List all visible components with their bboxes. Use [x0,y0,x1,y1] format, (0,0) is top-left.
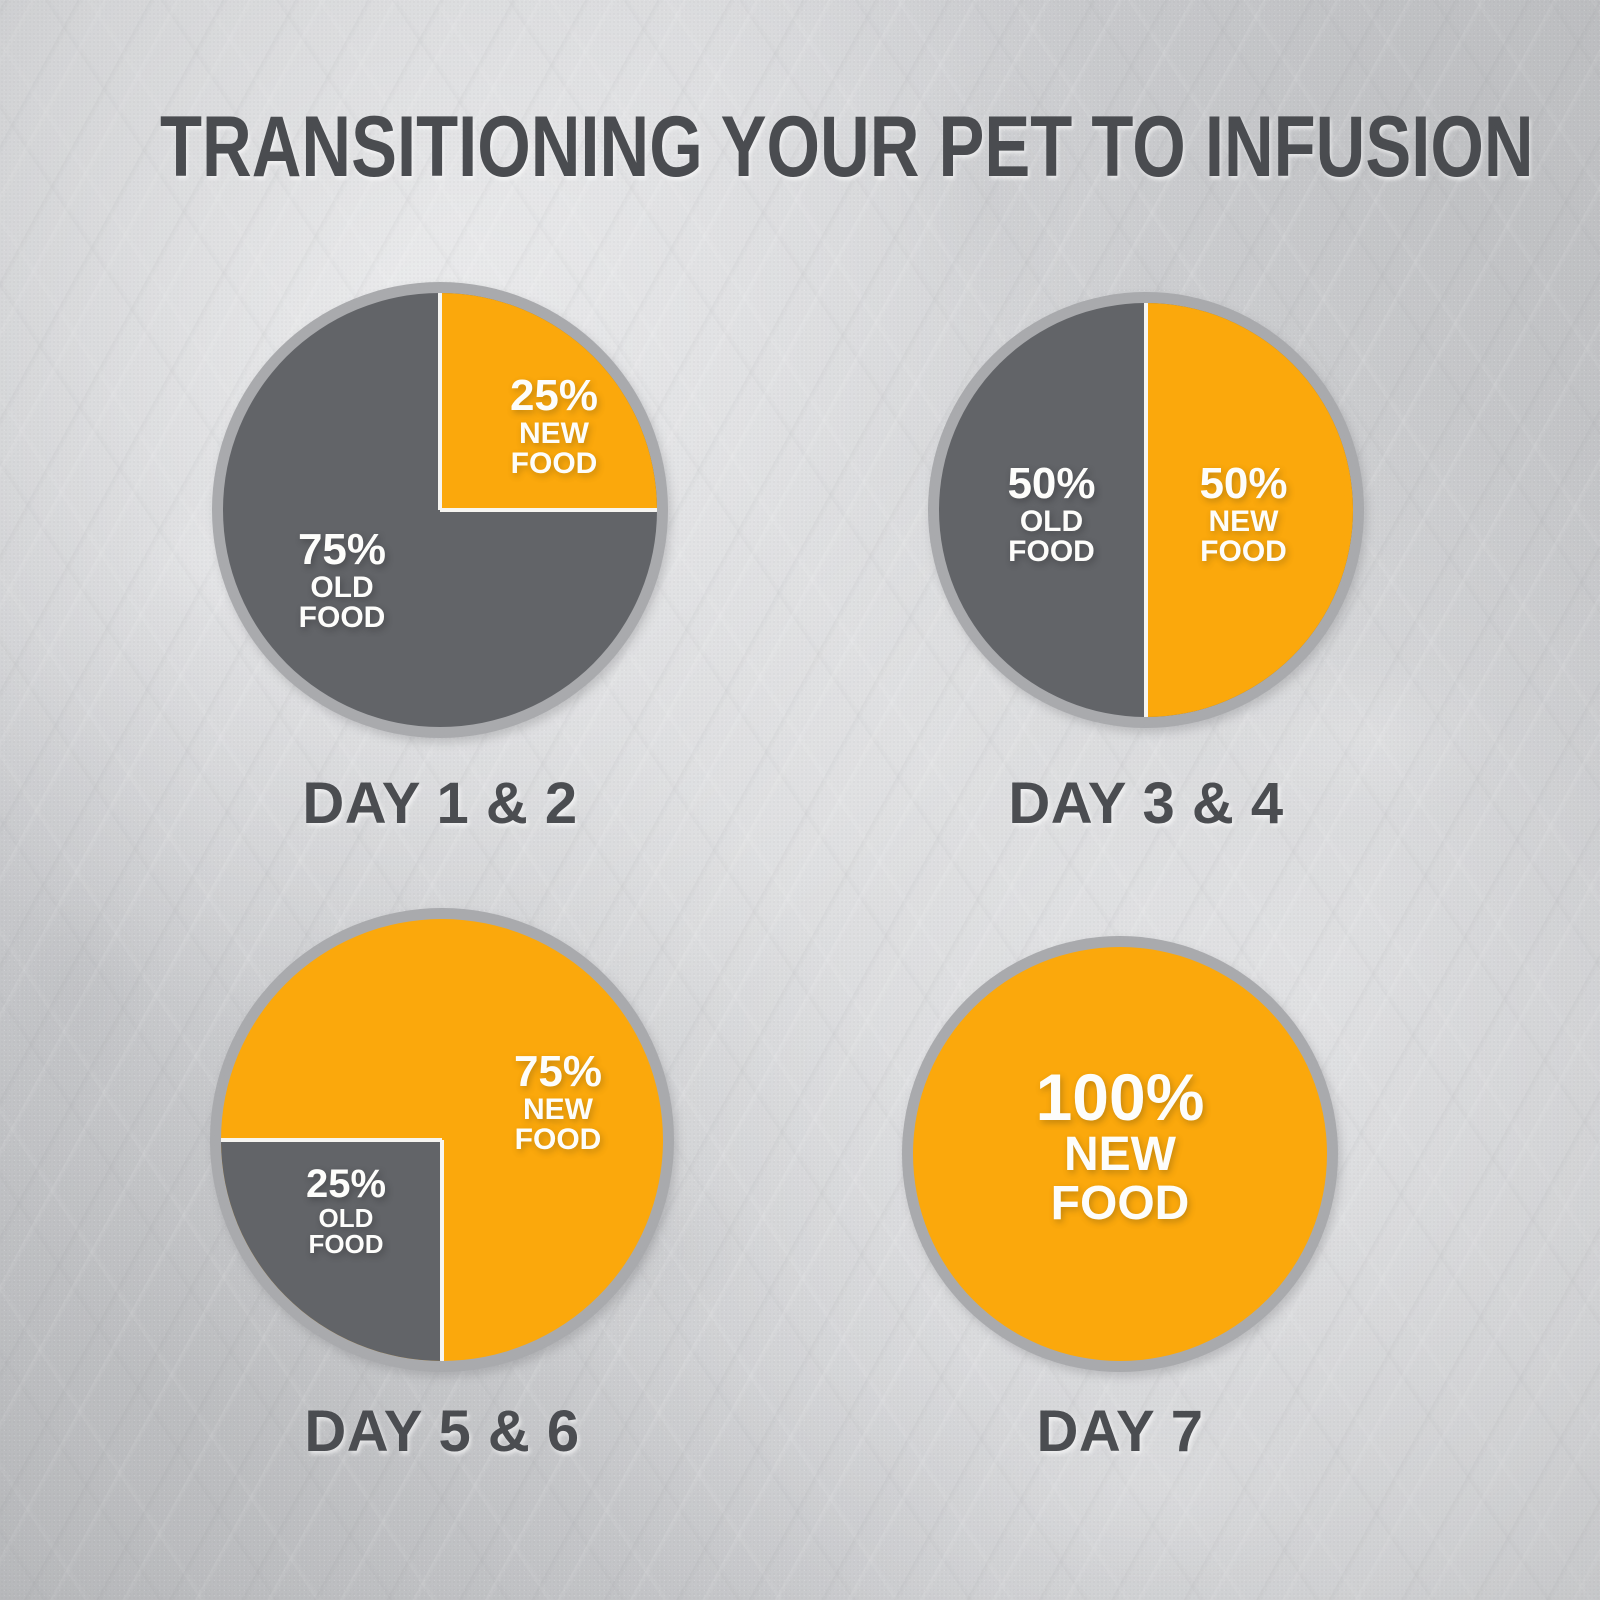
pie-label-old-percent: 25% [305,1162,387,1206]
pie-chart-day-5-6: 75% NEW FOOD 25% OLD FOOD [210,908,674,1372]
pie-label-old-food: 50% OLD FOOD [964,459,1139,569]
pie-label-new-food: 100% NEW FOOD [990,1060,1250,1231]
pie-chart-day-1-2: 25% NEW FOOD 75% OLD FOOD [212,282,668,738]
pie-label-new-line2: FOOD [1050,1177,1190,1231]
pie-separator-horizontal [221,1138,442,1142]
pie-label-new-food: 50% NEW FOOD [1156,459,1331,569]
pie-disc [221,919,663,1361]
page-title: TRANSITIONING YOUR PET TO INFUSION [160,99,1534,195]
pie-chart-day-3-4: 50% NEW FOOD 50% OLD FOOD [928,292,1364,728]
pie-label-new-food: 75% NEW FOOD [468,1047,648,1157]
pie-separator-vertical [440,1140,444,1361]
pie-label-old-line1: OLD [318,1202,374,1233]
pie-label-old-line1: OLD [310,570,374,604]
pie-label-new-line1: NEW [1064,1128,1176,1182]
pie-label-new-line1: NEW [1208,504,1279,538]
pie-label-old-food: 75% OLD FOOD [252,525,432,635]
pie-slice-old-food [221,1140,442,1361]
pie-slice-new-food [1146,303,1353,717]
pie-label-new-percent: 25% [509,371,599,420]
pie-chart-day-7: 100% NEW FOOD [902,936,1338,1372]
pie-label-old-line2: FOOD [308,1229,384,1260]
pie-label-new-percent: 75% [513,1047,603,1096]
caption-day-1-2: DAY 1 & 2 [302,771,578,836]
pie-slice-new-food [440,293,657,510]
pie-label-old-food: 25% OLD FOOD [266,1164,426,1258]
pie-label-new-line2: FOOD [1200,535,1287,569]
pie-label-new-line2: FOOD [510,447,598,481]
pie-separator-horizontal [440,508,657,512]
pie-separator-vertical [1144,303,1148,717]
caption-day-7: DAY 7 [1036,1399,1204,1464]
pie-label-new-percent: 100% [1035,1060,1205,1134]
pie-label-old-percent: 50% [1007,459,1096,508]
pie-label-new-line1: NEW [519,416,589,450]
pie-label-old-line2: FOOD [1008,535,1095,569]
pie-label-old-line2: FOOD [298,601,386,635]
pie-label-new-line2: FOOD [514,1123,602,1157]
pie-label-old-line1: OLD [1019,504,1084,538]
pie-separator-vertical [438,293,442,510]
caption-day-5-6: DAY 5 & 6 [304,1399,580,1464]
pie-label-new-line1: NEW [523,1092,593,1126]
pie-slice-new-food [913,947,1327,1361]
pie-label-old-percent: 75% [297,525,387,574]
pie-disc [223,293,657,727]
pie-label-new-percent: 50% [1199,459,1288,508]
pie-disc [913,947,1327,1361]
pie-label-new-food: 25% NEW FOOD [464,371,644,481]
caption-day-3-4: DAY 3 & 4 [1008,771,1284,836]
pie-disc [939,303,1353,717]
